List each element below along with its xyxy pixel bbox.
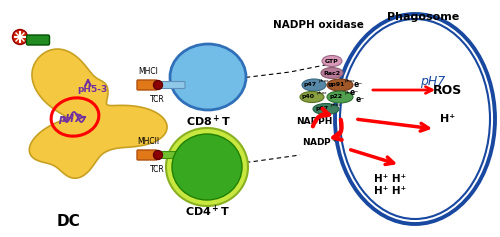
FancyBboxPatch shape	[161, 151, 185, 159]
Text: Rac2: Rac2	[324, 70, 340, 76]
Text: NADPH: NADPH	[296, 117, 332, 126]
Text: GTP: GTP	[325, 59, 339, 64]
Text: TCR: TCR	[150, 165, 164, 174]
Circle shape	[154, 150, 162, 160]
Text: TCR: TCR	[150, 95, 164, 104]
Text: pH7: pH7	[420, 74, 446, 87]
Text: Phagosome: Phagosome	[387, 12, 459, 22]
Text: e⁻: e⁻	[356, 95, 364, 104]
Text: p22: p22	[330, 94, 342, 99]
Circle shape	[12, 29, 28, 45]
Text: p67: p67	[316, 106, 328, 111]
Ellipse shape	[327, 79, 353, 91]
FancyArrowPatch shape	[373, 87, 432, 93]
Ellipse shape	[172, 134, 242, 200]
Ellipse shape	[302, 79, 326, 91]
Text: MHCII: MHCII	[137, 137, 159, 146]
Polygon shape	[30, 49, 167, 178]
Ellipse shape	[166, 128, 248, 206]
Text: phox: phox	[331, 103, 342, 107]
Text: phox: phox	[319, 79, 330, 83]
Text: H⁺: H⁺	[440, 114, 456, 124]
Text: MHCI: MHCI	[138, 67, 158, 76]
Text: gp91: gp91	[327, 82, 345, 87]
Text: phox: phox	[345, 79, 356, 83]
Circle shape	[154, 81, 162, 90]
Text: p47: p47	[304, 82, 316, 87]
Text: ROS: ROS	[434, 83, 462, 96]
Ellipse shape	[170, 44, 246, 110]
Ellipse shape	[322, 55, 342, 67]
FancyArrowPatch shape	[313, 109, 329, 126]
Text: NADPH oxidase: NADPH oxidase	[272, 20, 364, 30]
Text: pH5-3: pH5-3	[77, 85, 107, 94]
Text: NADP$^+$: NADP$^+$	[302, 136, 338, 148]
Ellipse shape	[327, 91, 353, 103]
Text: e⁻: e⁻	[354, 79, 362, 88]
Text: H⁺ H⁺: H⁺ H⁺	[374, 174, 406, 184]
Ellipse shape	[300, 91, 324, 102]
Text: $\mathbf{CD8^+T}$: $\mathbf{CD8^+T}$	[186, 114, 230, 129]
FancyBboxPatch shape	[137, 150, 157, 160]
Text: $\mathbf{CD4^+T}$: $\mathbf{CD4^+T}$	[184, 204, 230, 219]
FancyBboxPatch shape	[137, 80, 157, 90]
Ellipse shape	[321, 68, 343, 78]
Text: phox: phox	[345, 91, 356, 95]
Ellipse shape	[313, 104, 339, 114]
FancyArrowPatch shape	[350, 150, 394, 164]
Text: phox: phox	[317, 91, 328, 95]
FancyBboxPatch shape	[26, 35, 50, 45]
FancyBboxPatch shape	[161, 82, 185, 88]
Text: p40: p40	[302, 94, 314, 99]
Text: e⁻: e⁻	[350, 87, 358, 96]
Text: H⁺ H⁺: H⁺ H⁺	[374, 186, 406, 196]
FancyArrowPatch shape	[334, 120, 342, 140]
Text: DC: DC	[56, 214, 80, 229]
Text: pH7: pH7	[58, 114, 82, 124]
FancyArrowPatch shape	[358, 119, 428, 131]
